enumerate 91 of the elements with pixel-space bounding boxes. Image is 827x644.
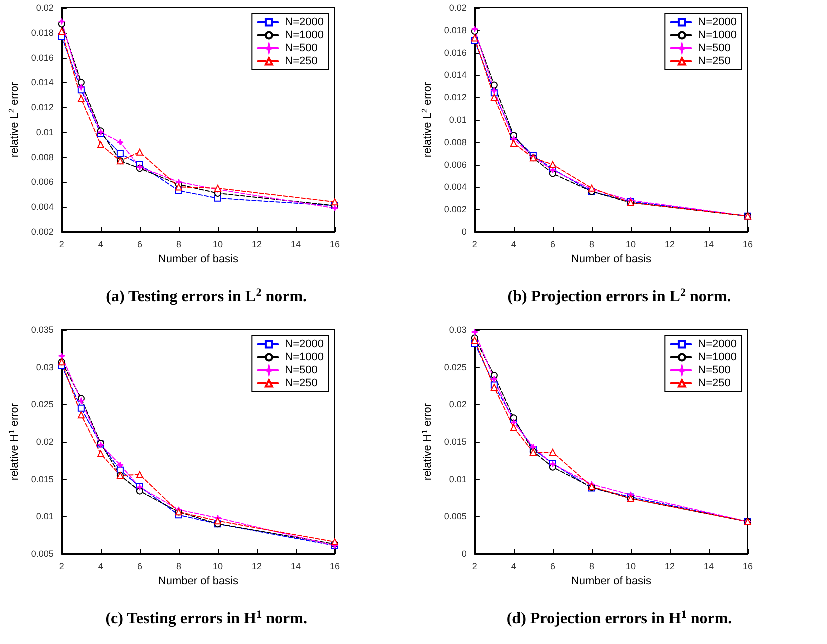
- legend-label: N=2000: [698, 16, 738, 28]
- x-tick-label: 12: [252, 562, 262, 572]
- y-tick-label: 0.03: [449, 325, 467, 335]
- x-tick-label: 14: [704, 240, 714, 250]
- legend-label: N=250: [698, 378, 731, 390]
- x-tick-label: 8: [176, 240, 182, 250]
- x-tick-label: 6: [550, 240, 556, 250]
- x-tick-label: 4: [98, 562, 104, 572]
- x-tick-label: 2: [59, 562, 64, 572]
- y-tick-label: 0.014: [31, 78, 54, 88]
- legend-label: N=2000: [285, 338, 324, 350]
- x-tick-label: 16: [742, 562, 754, 572]
- y-tick-label: 0.01: [36, 127, 54, 138]
- y-tick-label: 0.025: [444, 362, 467, 372]
- y-tick-label: 0.02: [449, 3, 467, 13]
- y-axis-title: relative H1 error: [420, 403, 434, 481]
- x-tick-label: 8: [589, 562, 594, 572]
- y-tick-label: 0.012: [31, 102, 54, 113]
- legend-label: N=1000: [285, 30, 324, 42]
- x-tick-label: 2: [472, 562, 478, 572]
- x-tick-label: 4: [511, 240, 516, 250]
- x-tick-label: 4: [511, 562, 516, 572]
- x-tick-label: 10: [626, 240, 636, 250]
- y-tick-label: 0.002: [444, 204, 467, 215]
- y-tick-label: 0.005: [31, 549, 54, 559]
- x-tick-label: 8: [589, 240, 594, 250]
- x-tick-label: 12: [664, 562, 675, 572]
- legend-label: N=1000: [698, 30, 738, 42]
- y-tick-label: 0.016: [31, 52, 54, 63]
- y-tick-label: 0.005: [444, 512, 467, 522]
- x-tick-label: 12: [252, 240, 262, 250]
- legend-label: N=500: [285, 42, 318, 54]
- x-axis-title: Number of basis: [571, 253, 652, 266]
- y-tick-label: 0.015: [444, 437, 467, 447]
- legend-label: N=2000: [698, 338, 738, 350]
- y-tick-label: 0.01: [449, 115, 467, 125]
- y-tick-label: 0.006: [31, 177, 54, 188]
- y-tick-label: 0.018: [31, 28, 54, 38]
- y-tick-label: 0.002: [31, 227, 54, 237]
- y-tick-label: 0.02: [36, 437, 54, 447]
- y-tick-label: 0.015: [31, 474, 54, 484]
- y-tick-label: 0.018: [444, 25, 467, 36]
- x-tick-label: 16: [330, 240, 340, 250]
- x-tick-label: 6: [137, 240, 142, 250]
- x-tick-label: 14: [290, 240, 301, 250]
- x-tick-label: 2: [472, 240, 478, 250]
- x-tick-label: 16: [330, 562, 340, 572]
- x-tick-label: 2: [59, 240, 64, 250]
- x-tick-label: 14: [704, 562, 714, 572]
- x-tick-label: 6: [137, 562, 142, 572]
- y-tick-label: 0: [462, 549, 467, 559]
- x-tick-label: 8: [176, 562, 182, 572]
- y-tick-label: 0.004: [444, 182, 467, 192]
- legend-label: N=500: [698, 364, 731, 376]
- legend-label: N=2000: [285, 16, 324, 28]
- y-tick-label: 0.03: [36, 362, 54, 372]
- y-tick-label: 0.01: [449, 474, 467, 484]
- y-tick-label: 0.008: [444, 137, 467, 148]
- y-tick-label: 0.014: [444, 70, 467, 80]
- y-tick-label: 0.02: [36, 3, 54, 13]
- legend-label: N=1000: [285, 352, 324, 364]
- legend-label: N=500: [698, 42, 731, 54]
- x-tick-label: 6: [550, 562, 556, 572]
- y-axis-title: relative H1 error: [8, 403, 21, 481]
- y-tick-label: 0: [462, 227, 467, 237]
- legend-label: N=250: [285, 378, 318, 390]
- y-tick-label: 0.012: [444, 92, 467, 103]
- y-tick-label: 0.02: [449, 400, 467, 410]
- x-tick-label: 12: [664, 240, 675, 250]
- legend-label: N=1000: [698, 352, 738, 364]
- x-tick-label: 10: [626, 562, 636, 572]
- y-tick-label: 0.01: [36, 512, 54, 522]
- x-axis-title: Number of basis: [158, 253, 240, 266]
- legend-label: N=500: [285, 364, 318, 376]
- y-axis-title: relative L2 error: [420, 82, 434, 158]
- x-axis-title: Number of basis: [571, 575, 652, 588]
- y-tick-label: 0.035: [31, 325, 54, 335]
- legend-label: N=250: [698, 56, 731, 68]
- x-tick-label: 16: [742, 240, 754, 250]
- x-tick-label: 4: [98, 240, 104, 250]
- y-tick-label: 0.006: [444, 160, 467, 170]
- y-tick-label: 0.004: [31, 202, 54, 212]
- x-tick-label: 10: [212, 562, 223, 572]
- y-tick-label: 0.016: [444, 48, 467, 58]
- x-tick-label: 14: [290, 562, 301, 572]
- x-tick-label: 10: [212, 240, 223, 250]
- x-axis-title: Number of basis: [158, 575, 240, 588]
- legend-label: N=250: [285, 56, 318, 68]
- y-tick-label: 0.025: [31, 400, 54, 410]
- y-tick-label: 0.008: [31, 152, 54, 162]
- y-axis-title: relative L2 error: [8, 82, 21, 158]
